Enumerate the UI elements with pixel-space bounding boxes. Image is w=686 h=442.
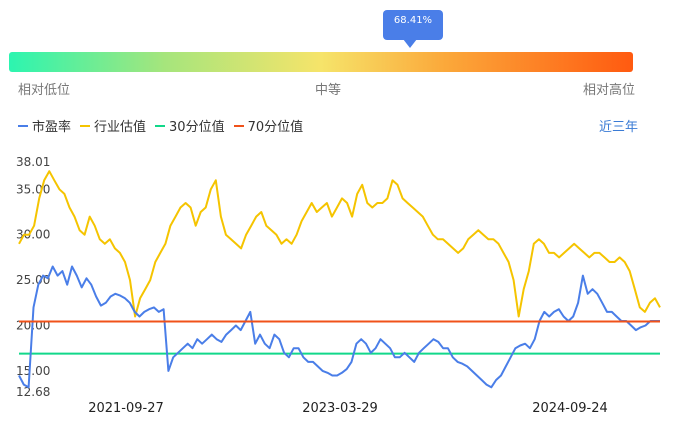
- chart-legend: 市盈率 行业估值 30分位值 70分位值: [18, 116, 312, 135]
- legend-swatch-industry: [80, 124, 91, 127]
- time-range-selector[interactable]: 近三年: [599, 120, 639, 135]
- legend-label-p30: 30分位值: [169, 120, 225, 135]
- y-tick-label: 30.00: [16, 228, 50, 242]
- y-tick-label: 35.00: [16, 182, 50, 196]
- legend-swatch-p70: [233, 124, 244, 127]
- legend-label-pe: 市盈率: [32, 120, 72, 135]
- y-tick-label: 12.68: [16, 385, 50, 399]
- legend-item-pe[interactable]: 市盈率: [18, 116, 71, 135]
- x-tick-label: 2024-09-24: [532, 401, 608, 416]
- y-tick-label: 25.00: [16, 273, 50, 287]
- mid-position-label: 中等: [315, 83, 342, 98]
- x-tick-label: 2021-09-27: [88, 401, 164, 416]
- x-tick-label: 2023-03-29: [302, 401, 378, 416]
- legend-item-industry[interactable]: 行业估值: [80, 116, 146, 135]
- legend-item-p70[interactable]: 70分位值: [233, 116, 304, 135]
- y-tick-label: 15.00: [16, 364, 50, 378]
- legend-swatch-pe: [18, 124, 28, 127]
- chart-lines: [18, 170, 661, 389]
- legend-label-p70: 70分位值: [247, 120, 304, 135]
- legend-swatch-p30: [155, 124, 166, 127]
- series-line-pe: [18, 265, 660, 389]
- series-line-industry: [18, 170, 661, 318]
- legend-item-p30[interactable]: 30分位值: [155, 116, 225, 135]
- tooltip-pointer: [403, 39, 417, 48]
- legend-label-industry: 行业估值: [94, 120, 147, 135]
- y-tick-label: 38.01: [16, 155, 50, 169]
- percentile-gradient-bar: [9, 52, 633, 72]
- low-position-label: 相对低位: [18, 83, 71, 98]
- high-position-label: 相对高位: [583, 83, 636, 98]
- x-axis-tick-labels: 2021-09-27 2023-03-29 2024-09-24: [88, 401, 608, 416]
- percentile-tooltip: 68.41%: [383, 10, 443, 40]
